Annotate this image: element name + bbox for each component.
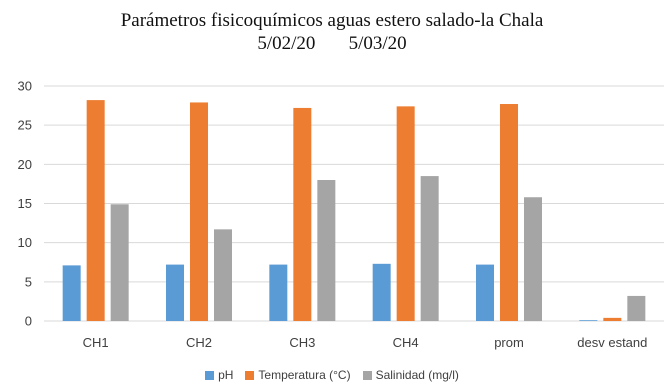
y-tick-label: 0 [25,314,32,329]
bar-salinidad-2 [317,180,336,321]
y-tick-label: 10 [18,235,32,250]
bar-salinidad-5 [627,295,646,321]
bar-ph-4 [476,264,494,321]
bar-temperatura-5 [603,317,622,321]
bar-temperatura-1 [190,102,208,321]
legend-label: pH [218,368,234,382]
bar-temperatura-0 [86,100,105,321]
legend-swatch [205,371,215,380]
chart-title: Parámetros fisicoquímicos aguas estero s… [120,10,544,31]
bar-salinidad-1 [214,229,232,321]
y-tick-label: 15 [18,196,32,211]
bar-salinidad-3 [420,176,439,321]
legend-swatch [245,371,255,380]
x-tick-label: CH3 [289,335,315,350]
bar-ph-3 [372,263,391,321]
bar-temperatura-2 [293,107,312,321]
bar-salinidad-4 [524,197,542,321]
x-tick-label: desv estand [577,335,647,350]
x-tick-label: prom [494,335,524,350]
bar-temperatura-4 [500,104,518,322]
x-tick-label: CH4 [393,335,419,350]
legend-item: Temperatura (°C) [245,368,351,382]
legend-swatch [362,371,372,380]
y-tick-label: 25 [18,118,32,133]
legend-item: Salinidad (mg/l) [362,368,459,382]
y-tick-label: 30 [18,79,32,94]
legend-item: pH [205,368,233,382]
bar-temperatura-3 [396,106,415,321]
x-tick-label: CH2 [186,335,212,350]
bar-ph-1 [166,264,184,321]
bar-ph-5 [579,320,598,321]
x-tick-label: CH1 [83,335,109,350]
bar-ph-2 [269,264,288,321]
chart-subtitle: 5/02/20 5/03/20 [257,33,407,54]
legend-label: Salinidad (mg/l) [375,368,459,382]
y-tick-label: 20 [18,157,32,172]
legend-label: Temperatura (°C) [258,368,351,382]
y-tick-label: 5 [25,274,32,289]
bar-salinidad-0 [110,204,129,321]
chart-legend: pH Temperatura (°C) Salinidad (mg/l) [0,368,664,382]
bar-ph-0 [62,265,81,321]
